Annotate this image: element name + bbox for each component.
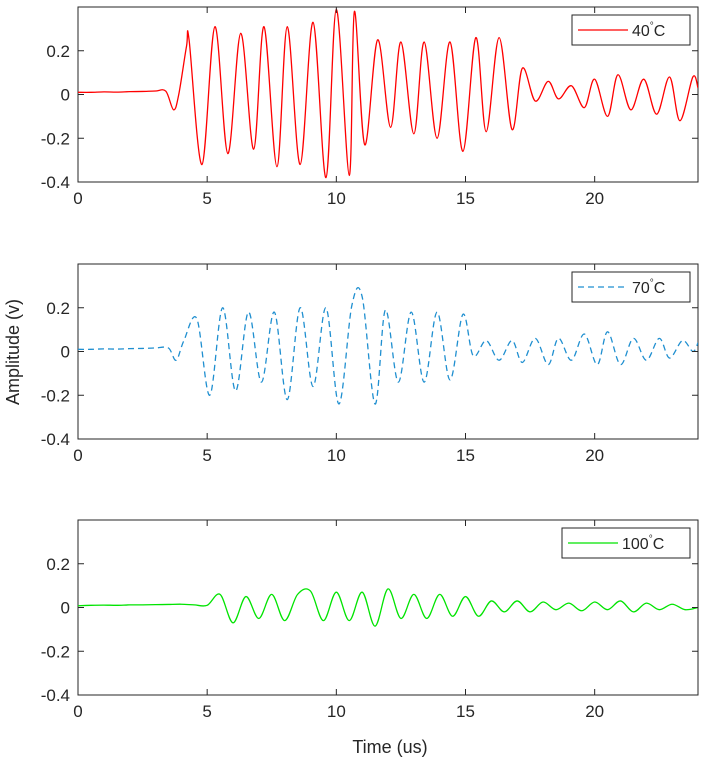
subplot-1: -0.4 -0.2 0 0.2 0 5 10 15 20 40°C — [41, 6, 699, 208]
y-axis-title: Amplitude (v) — [3, 299, 23, 405]
x-tick-label: 10 — [327, 189, 346, 208]
legend-label: 100°C — [622, 534, 664, 553]
y-tick-label: 0.2 — [46, 42, 70, 61]
y-tick-label: -0.2 — [41, 129, 70, 148]
x-tick-label: 5 — [202, 446, 211, 465]
legend-unit: C — [653, 536, 665, 553]
x-tick-label: 15 — [456, 189, 475, 208]
series-line-3-1 — [78, 588, 698, 627]
series-line-2-1 — [78, 287, 698, 405]
legend: 40°C — [571, 14, 691, 46]
y-tick-label: -0.4 — [41, 686, 70, 705]
subplot-2: -0.4 -0.2 0 0.2 0 5 10 15 20 70°C — [41, 263, 699, 465]
x-tick-label: 15 — [456, 446, 475, 465]
y-tick-label: -0.2 — [41, 386, 70, 405]
legend-box — [571, 271, 691, 303]
subplot-3: -0.4 -0.2 0 0.2 0 5 10 15 20 100°C — [41, 519, 699, 721]
legend: 70°C — [571, 271, 691, 303]
legend-unit: C — [654, 280, 666, 297]
x-tick-label: 15 — [456, 702, 475, 721]
x-tick-label: 20 — [585, 702, 604, 721]
legend-value: 100 — [622, 536, 649, 553]
x-tick-label: 5 — [202, 702, 211, 721]
x-tick-label: 5 — [202, 189, 211, 208]
legend-degree: ° — [650, 278, 654, 289]
legend-degree: ° — [649, 534, 653, 545]
legend-label: 70°C — [632, 278, 665, 297]
x-tick-label: 0 — [73, 189, 82, 208]
y-tick-label: 0.2 — [46, 555, 70, 574]
legend-degree: ° — [650, 21, 654, 32]
legend-value: 40 — [632, 23, 650, 40]
y-tick-label: 0 — [61, 343, 70, 362]
legend-unit: C — [654, 23, 666, 40]
x-tick-label: 20 — [585, 446, 604, 465]
legend-label: 40°C — [632, 21, 665, 40]
y-tick-label: 0 — [61, 599, 70, 618]
y-tick-label: 0.2 — [46, 299, 70, 318]
y-tick-label: -0.4 — [41, 173, 70, 192]
legend-value: 70 — [632, 280, 650, 297]
legend: 100°C — [561, 527, 691, 559]
y-tick-label: 0 — [61, 86, 70, 105]
y-tick-label: -0.4 — [41, 430, 70, 449]
x-tick-label: 0 — [73, 702, 82, 721]
x-tick-label: 20 — [585, 189, 604, 208]
x-axis-title: Time (us) — [352, 737, 427, 757]
series-line-1-1 — [78, 8, 698, 179]
x-tick-label: 10 — [327, 702, 346, 721]
x-tick-label: 10 — [327, 446, 346, 465]
x-tick-label: 0 — [73, 446, 82, 465]
y-tick-label: -0.2 — [41, 642, 70, 661]
